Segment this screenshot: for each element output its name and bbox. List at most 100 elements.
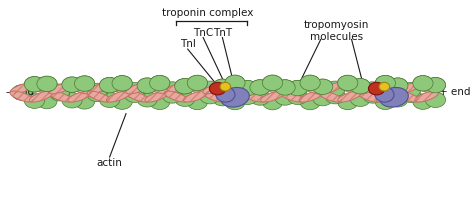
Ellipse shape — [175, 79, 195, 94]
Ellipse shape — [187, 75, 208, 91]
Ellipse shape — [338, 91, 362, 102]
Ellipse shape — [415, 83, 438, 94]
Ellipse shape — [400, 83, 420, 98]
Ellipse shape — [375, 87, 394, 102]
Ellipse shape — [325, 88, 346, 104]
Ellipse shape — [222, 91, 246, 102]
Ellipse shape — [425, 77, 446, 93]
Ellipse shape — [200, 88, 220, 104]
Ellipse shape — [24, 93, 45, 108]
Ellipse shape — [49, 85, 70, 101]
Ellipse shape — [261, 91, 284, 102]
Ellipse shape — [263, 75, 283, 91]
Text: tropomyosin
molecules: tropomyosin molecules — [303, 20, 369, 42]
Ellipse shape — [100, 77, 120, 93]
Ellipse shape — [137, 92, 157, 107]
Ellipse shape — [425, 77, 446, 93]
Ellipse shape — [137, 78, 157, 93]
Ellipse shape — [48, 91, 73, 102]
Ellipse shape — [275, 80, 295, 95]
Ellipse shape — [37, 76, 57, 92]
Ellipse shape — [87, 86, 107, 102]
Ellipse shape — [29, 91, 53, 102]
Ellipse shape — [150, 75, 170, 91]
Ellipse shape — [350, 79, 370, 94]
Ellipse shape — [162, 88, 182, 103]
Ellipse shape — [400, 87, 420, 102]
Ellipse shape — [312, 79, 333, 94]
Text: TnC: TnC — [193, 28, 213, 38]
Ellipse shape — [337, 75, 358, 91]
Ellipse shape — [62, 77, 82, 92]
Ellipse shape — [415, 91, 438, 102]
Text: TnI: TnI — [180, 39, 196, 49]
Ellipse shape — [375, 75, 395, 91]
Ellipse shape — [183, 83, 207, 94]
Ellipse shape — [100, 77, 120, 93]
Ellipse shape — [363, 88, 383, 103]
Ellipse shape — [10, 83, 34, 94]
Ellipse shape — [87, 91, 111, 102]
Ellipse shape — [388, 78, 408, 93]
Ellipse shape — [237, 80, 257, 96]
Ellipse shape — [396, 91, 419, 102]
Ellipse shape — [62, 93, 82, 108]
Ellipse shape — [183, 91, 207, 102]
Ellipse shape — [24, 76, 45, 92]
Ellipse shape — [220, 82, 231, 91]
Ellipse shape — [220, 88, 249, 107]
Text: actin: actin — [97, 158, 123, 168]
Ellipse shape — [312, 91, 333, 106]
Ellipse shape — [237, 89, 257, 105]
Ellipse shape — [164, 91, 188, 102]
Ellipse shape — [222, 83, 246, 94]
Ellipse shape — [363, 82, 383, 97]
Ellipse shape — [357, 91, 381, 102]
Ellipse shape — [325, 81, 346, 96]
Ellipse shape — [164, 83, 188, 94]
Ellipse shape — [376, 83, 400, 94]
Ellipse shape — [29, 83, 53, 94]
Ellipse shape — [48, 83, 73, 94]
Ellipse shape — [312, 79, 333, 94]
Ellipse shape — [241, 91, 265, 102]
Ellipse shape — [350, 79, 370, 94]
Ellipse shape — [376, 91, 400, 102]
Ellipse shape — [126, 83, 149, 94]
Ellipse shape — [24, 76, 45, 92]
Ellipse shape — [413, 76, 433, 91]
Ellipse shape — [396, 83, 419, 94]
Ellipse shape — [145, 83, 169, 94]
Ellipse shape — [225, 75, 245, 91]
Ellipse shape — [379, 82, 390, 91]
Ellipse shape — [175, 91, 195, 106]
Ellipse shape — [263, 75, 283, 91]
Text: TnT: TnT — [213, 28, 232, 38]
Ellipse shape — [187, 94, 208, 110]
Ellipse shape — [275, 90, 295, 105]
Ellipse shape — [212, 79, 233, 94]
Ellipse shape — [162, 82, 182, 97]
Ellipse shape — [10, 91, 34, 102]
Ellipse shape — [187, 75, 208, 91]
Ellipse shape — [145, 91, 169, 102]
Ellipse shape — [106, 91, 130, 102]
Ellipse shape — [87, 83, 107, 99]
Ellipse shape — [368, 82, 385, 95]
Ellipse shape — [74, 94, 95, 109]
Ellipse shape — [250, 90, 270, 105]
Ellipse shape — [150, 75, 170, 91]
Ellipse shape — [413, 94, 433, 109]
Ellipse shape — [287, 80, 308, 96]
Ellipse shape — [100, 92, 120, 108]
Ellipse shape — [375, 75, 395, 91]
Ellipse shape — [263, 94, 283, 110]
Ellipse shape — [350, 91, 370, 106]
Ellipse shape — [261, 83, 284, 94]
Ellipse shape — [375, 94, 395, 110]
Ellipse shape — [212, 79, 233, 94]
Ellipse shape — [337, 75, 358, 91]
Ellipse shape — [275, 80, 295, 95]
Ellipse shape — [112, 94, 132, 109]
Ellipse shape — [299, 83, 323, 94]
